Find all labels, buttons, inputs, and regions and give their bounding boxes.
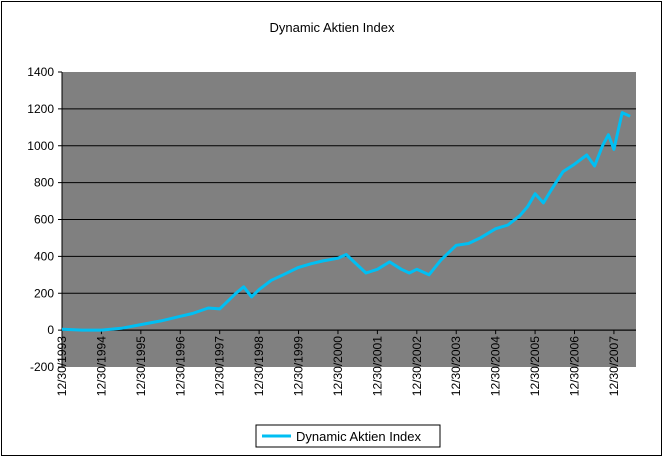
y-tick-label: 0 <box>47 323 54 337</box>
legend-label: Dynamic Aktien Index <box>296 429 422 444</box>
y-tick-label: 600 <box>34 213 54 227</box>
x-axis: 12/30/1993 12/30/1994 12/30/1995 12/30/1996… <box>55 329 636 396</box>
x-tick-label: 12/30/2006 <box>568 336 582 396</box>
y-tick-label: 400 <box>34 249 54 263</box>
x-tick-label: 12/30/1994 <box>94 336 108 396</box>
chart-title: Dynamic Aktien Index <box>269 20 395 35</box>
x-tick-label: 12/30/1993 <box>55 336 69 396</box>
x-tick-label: 12/30/2003 <box>449 336 463 396</box>
y-tick-label: 1000 <box>27 139 54 153</box>
x-tick-label: 12/30/2002 <box>410 336 424 396</box>
legend: Dynamic Aktien Index <box>255 424 441 448</box>
x-tick-label: 12/30/2000 <box>331 336 345 396</box>
x-tick-label: 12/30/2004 <box>489 336 503 396</box>
x-tick-label: 12/30/2005 <box>528 336 542 396</box>
x-tick-label: 12/30/2001 <box>370 336 384 396</box>
y-tick-label: -200 <box>30 360 54 374</box>
legend-box <box>255 424 441 448</box>
x-tick-label: 12/30/1997 <box>213 336 227 396</box>
x-tick-label: 12/30/2007 <box>607 336 621 396</box>
y-tick-label: 200 <box>34 286 54 300</box>
x-tick-label: 12/30/1999 <box>292 336 306 396</box>
y-tick-label: 1200 <box>27 102 54 116</box>
y-axis: -200 0 200 400 600 800 1000 1200 1400 <box>27 65 63 374</box>
x-tick-label: 12/30/1998 <box>252 336 266 396</box>
y-tick-label: 1400 <box>27 65 54 79</box>
series-layer <box>61 111 631 332</box>
y-tick-label: 800 <box>34 176 54 190</box>
series-line-0 <box>61 111 631 332</box>
x-tick-label: 12/30/1995 <box>134 336 148 396</box>
x-tick-label: 12/30/1996 <box>173 336 187 396</box>
